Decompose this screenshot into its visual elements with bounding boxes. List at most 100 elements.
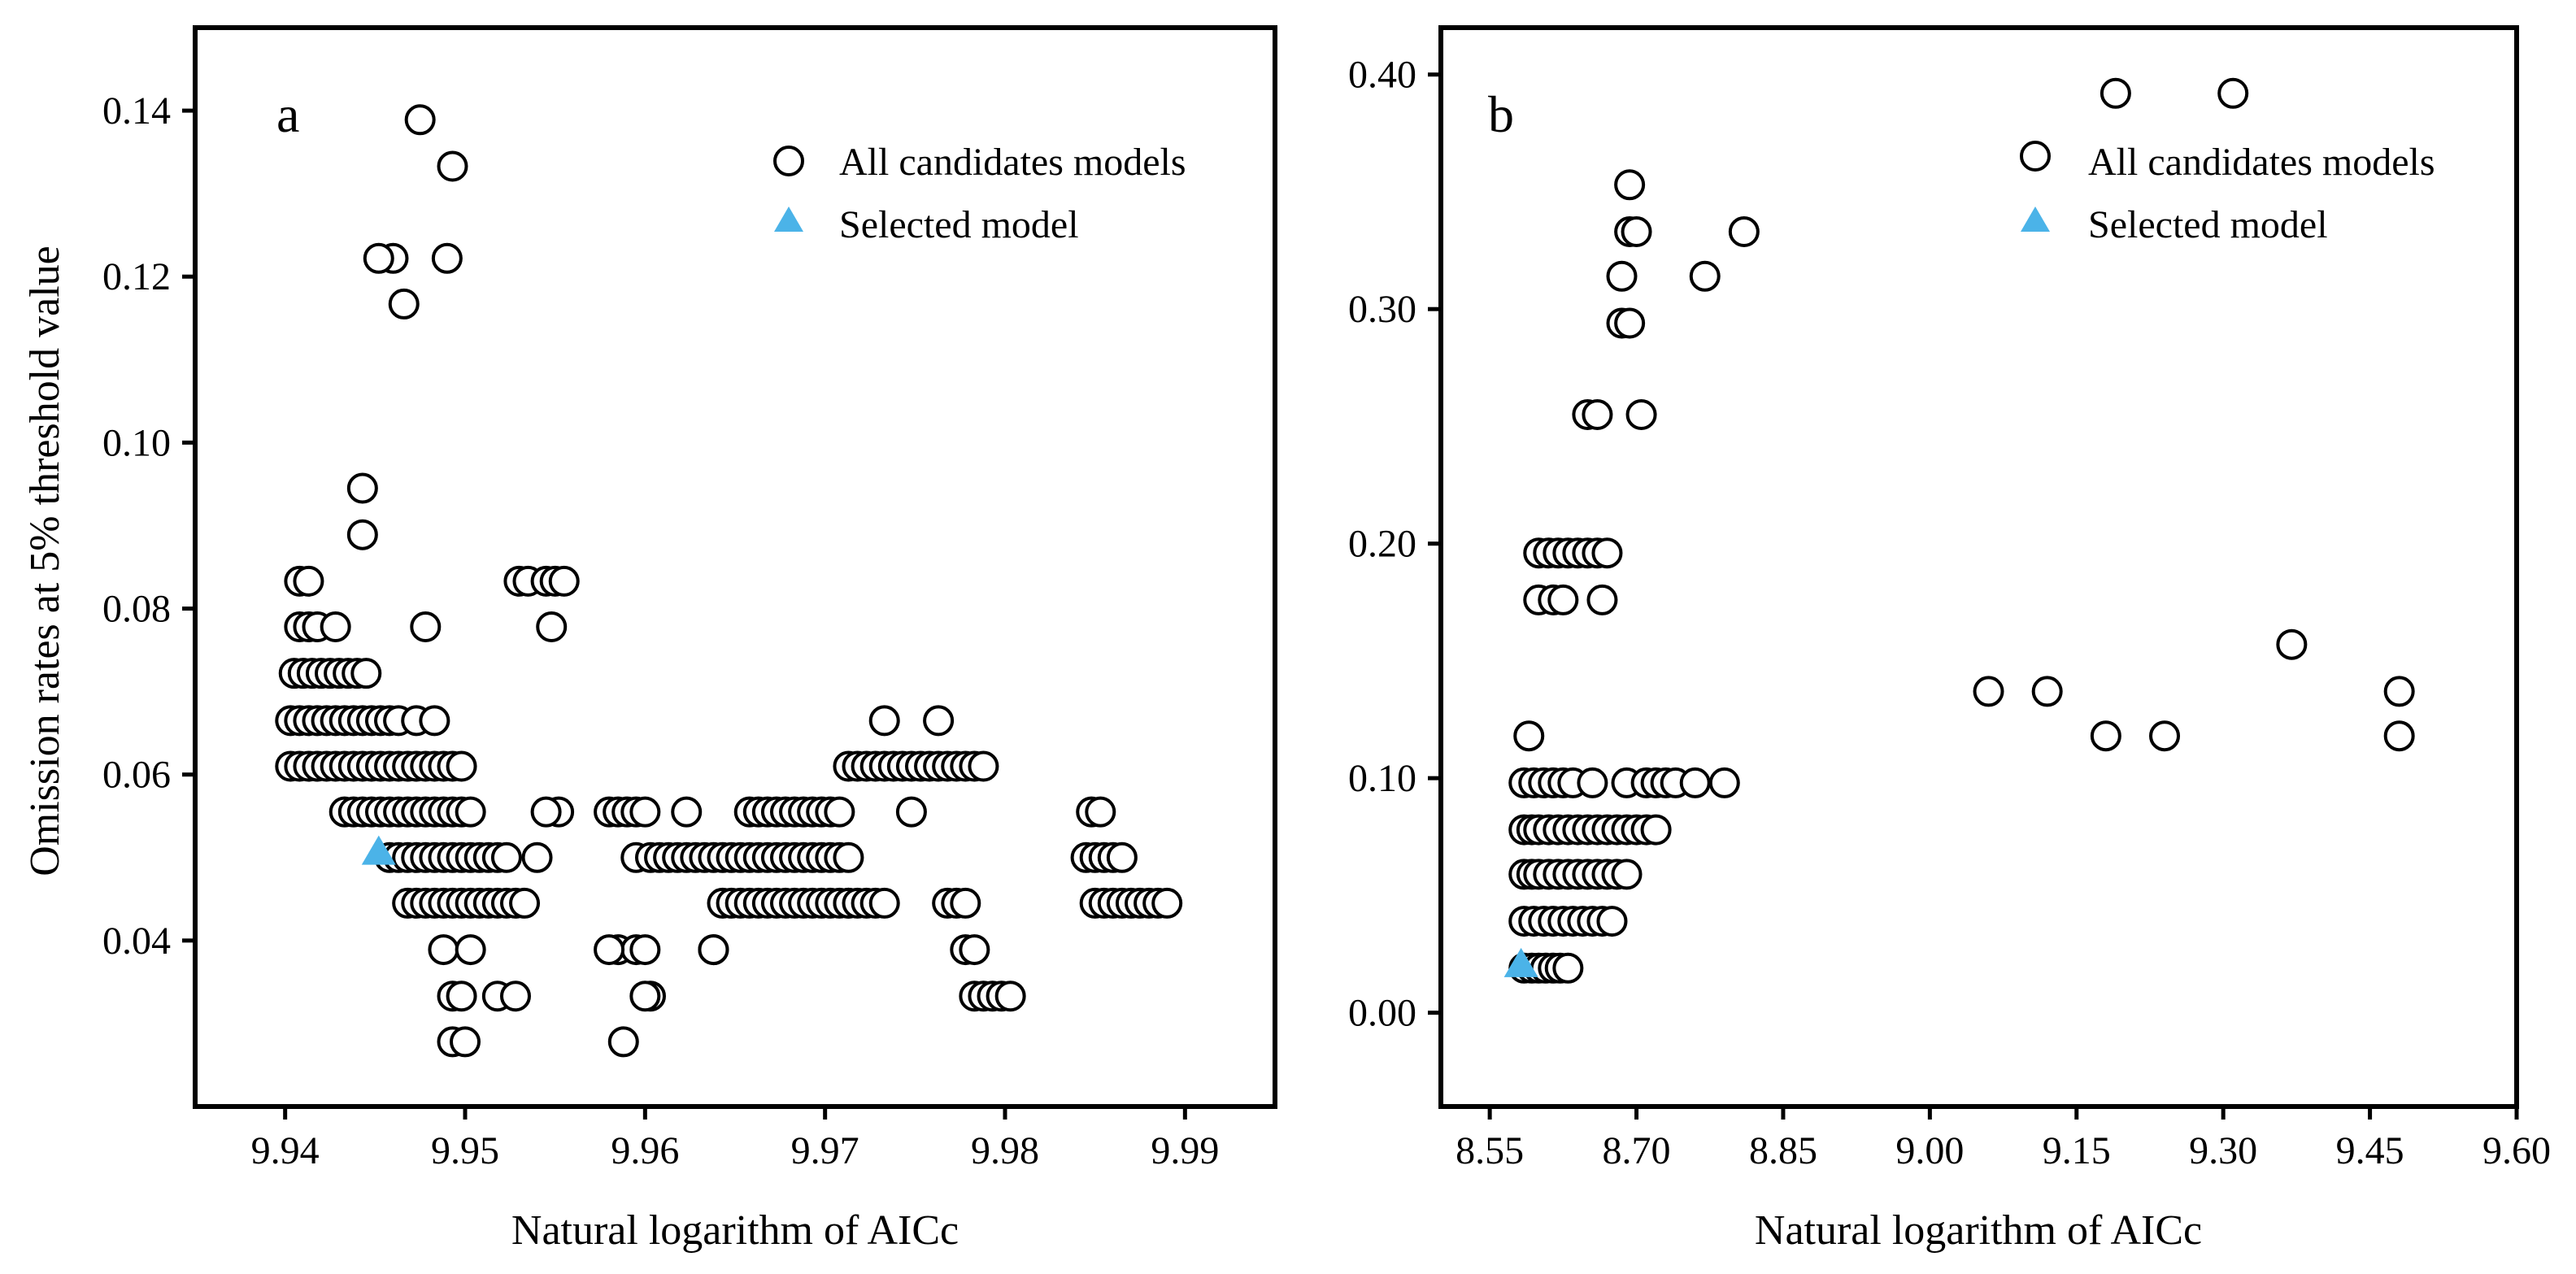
candidate-model-point	[2090, 720, 2121, 752]
y-tick-label: 0.10	[1348, 757, 1416, 800]
selected-model-point	[361, 835, 396, 865]
candidate-model-point	[404, 104, 436, 136]
y-tick-label: 0.10	[102, 421, 171, 464]
candidate-model-point	[446, 750, 477, 782]
candidate-model-point	[594, 934, 625, 966]
selected-model-point	[1503, 947, 1538, 977]
panel-b: 8.55 8.70 8.85 9.00 9.15 9.30 9.45 9.60 0.00 0.10…	[1348, 25, 2551, 1254]
x-tick-label: 8.85	[1749, 1129, 1817, 1172]
candidate-model-point	[1586, 584, 1618, 615]
candidate-model-point	[346, 519, 378, 550]
candidate-model-point	[1689, 260, 1721, 292]
panel-a-x-axis-title: Natural logarithm of AICc	[511, 1207, 959, 1254]
panel-a-label: a	[276, 85, 299, 143]
candidate-model-point	[959, 934, 990, 966]
candidate-model-point	[895, 796, 927, 828]
candidate-model-point	[1679, 767, 1711, 798]
candidate-model-point	[607, 1026, 639, 1058]
candidate-model-point	[2149, 720, 2181, 752]
panel-b-points	[1503, 77, 2415, 984]
legend-circle-marker	[773, 146, 804, 176]
candidate-model-point	[536, 611, 568, 642]
candidate-model-point	[455, 796, 486, 828]
panel-b-frame	[1438, 25, 2519, 1109]
candidate-model-point	[629, 796, 661, 828]
x-tick-label: 9.00	[1895, 1129, 1964, 1172]
x-tick-label: 9.30	[2189, 1129, 2257, 1172]
y-tick-label: 0.12	[102, 255, 171, 298]
candidate-model-point	[2276, 628, 2308, 660]
candidate-model-point	[388, 288, 420, 320]
candidate-model-point	[363, 242, 394, 274]
panel-a-ticks: 9.94 9.95 9.96 9.97 9.98 9.99 0.04 0.06 0.08 0.10…	[102, 89, 1219, 1172]
panel-b-legend: All candidates models Selected model	[2020, 141, 2435, 246]
legend-triangle-marker	[774, 207, 803, 232]
candidate-model-point	[1614, 307, 1646, 339]
y-tick-label: 0.40	[1348, 54, 1416, 97]
candidate-model-point	[2383, 676, 2415, 707]
candidate-model-point	[994, 981, 1026, 1012]
y-tick-label: 0.04	[102, 920, 171, 963]
candidate-model-point	[2217, 77, 2249, 109]
candidate-model-point	[1552, 952, 1584, 984]
candidate-model-point	[410, 611, 442, 642]
legend-triangle-marker	[2021, 207, 2050, 232]
candidate-model-point	[629, 981, 661, 1012]
candidate-model-point	[1577, 767, 1608, 798]
x-tick-label: 9.45	[2336, 1129, 2404, 1172]
candidate-model-point	[1614, 169, 1646, 201]
panel-a-points	[275, 104, 1183, 1058]
x-tick-label: 9.60	[2482, 1129, 2551, 1172]
panel-a-frame	[193, 25, 1277, 1109]
y-tick-label: 0.00	[1348, 992, 1416, 1035]
candidate-model-point	[1728, 215, 1760, 247]
candidate-model-point	[490, 841, 522, 873]
y-tick-label: 0.06	[102, 754, 171, 797]
candidate-model-point	[1151, 887, 1183, 919]
candidate-model-point	[1591, 537, 1623, 569]
candidate-model-point	[833, 841, 864, 873]
candidate-model-point	[923, 705, 955, 737]
panel-b-label: b	[1488, 85, 1514, 143]
y-tick-label: 0.08	[102, 588, 171, 631]
candidate-model-point	[521, 841, 553, 873]
candidate-model-point	[950, 887, 981, 919]
candidate-model-point	[1582, 398, 1613, 430]
candidate-model-point	[968, 750, 999, 782]
candidate-model-point	[509, 887, 541, 919]
candidate-model-point	[450, 1026, 481, 1058]
legend-circle-marker	[2020, 141, 2051, 172]
x-tick-label: 8.55	[1456, 1129, 1524, 1172]
y-tick-label: 0.30	[1348, 288, 1416, 331]
legend-label-selected: Selected model	[839, 203, 1079, 246]
legend-label-selected: Selected model	[2088, 203, 2328, 246]
x-tick-label: 9.99	[1151, 1129, 1219, 1172]
candidate-model-point	[868, 887, 900, 919]
candidate-model-point	[2100, 77, 2131, 109]
x-tick-label: 9.95	[431, 1129, 499, 1172]
candidate-model-point	[1621, 215, 1652, 247]
candidate-model-point	[824, 796, 855, 828]
candidate-model-point	[1106, 841, 1138, 873]
candidate-model-point	[629, 934, 661, 966]
candidate-model-point	[1708, 767, 1740, 798]
candidate-model-point	[320, 611, 351, 642]
x-tick-label: 9.98	[971, 1129, 1039, 1172]
panel-b-ticks: 8.55 8.70 8.85 9.00 9.15 9.30 9.45 9.60 0.00 0.10…	[1348, 54, 2551, 1172]
candidate-model-point	[671, 796, 703, 828]
y-tick-label: 0.20	[1348, 523, 1416, 566]
x-tick-label: 9.94	[251, 1129, 320, 1172]
candidate-model-point	[1640, 814, 1672, 846]
candidate-model-point	[346, 472, 378, 504]
candidate-model-point	[446, 981, 477, 1012]
candidate-model-point	[530, 796, 562, 828]
candidate-model-point	[2031, 676, 2063, 707]
candidate-model-point	[698, 934, 729, 966]
candidate-model-point	[419, 705, 450, 737]
candidate-model-point	[1513, 720, 1545, 752]
candidate-model-point	[868, 705, 900, 737]
candidate-model-point	[428, 934, 459, 966]
candidate-model-point	[548, 565, 580, 597]
candidate-model-point	[1611, 859, 1643, 890]
